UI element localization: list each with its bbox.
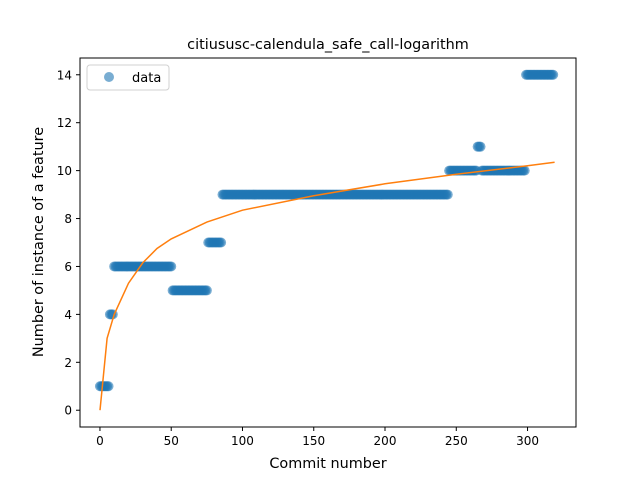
- x-tick-label: 200: [374, 434, 397, 448]
- x-tick-label: 50: [164, 434, 179, 448]
- data-point: [548, 69, 559, 80]
- data-point: [201, 285, 212, 296]
- x-tick-label: 0: [96, 434, 104, 448]
- chart-title: citiususc-calendula_safe_call-logarithm: [187, 37, 469, 53]
- data-point: [519, 165, 530, 176]
- y-tick-label: 14: [57, 68, 72, 82]
- x-axis-ticks: 0 50 100 150 200 250 300: [96, 427, 539, 448]
- fit-line-group: [99, 161, 555, 411]
- y-tick-label: 8: [64, 212, 72, 226]
- x-tick-label: 250: [445, 434, 468, 448]
- legend-marker: [104, 72, 114, 82]
- x-tick-label: 100: [231, 434, 254, 448]
- axes-frame: [79, 57, 577, 428]
- x-tick-label: 150: [302, 434, 325, 448]
- y-tick-label: 12: [57, 116, 72, 130]
- plot-area: [94, 69, 559, 411]
- y-tick-label: 4: [64, 308, 72, 322]
- x-axis-label: Commit number: [269, 456, 386, 472]
- legend: data: [86, 64, 170, 91]
- legend-label: data: [132, 71, 161, 86]
- y-tick-label: 2: [64, 356, 72, 370]
- y-tick-label: 0: [64, 404, 72, 418]
- y-axis-ticks: 0 2 4 6 8 10 12 14: [57, 68, 80, 418]
- data-point: [442, 189, 453, 200]
- data-point: [216, 237, 227, 248]
- y-axis-label: Number of instance of a feature: [31, 127, 47, 357]
- fit-line: [99, 161, 555, 411]
- x-tick-label: 300: [516, 434, 539, 448]
- data-point: [166, 261, 177, 272]
- y-tick-label: 6: [64, 260, 72, 274]
- legend-box: [86, 64, 170, 91]
- data-point: [103, 381, 114, 392]
- data-point: [475, 141, 486, 152]
- y-tick-label: 10: [57, 164, 72, 178]
